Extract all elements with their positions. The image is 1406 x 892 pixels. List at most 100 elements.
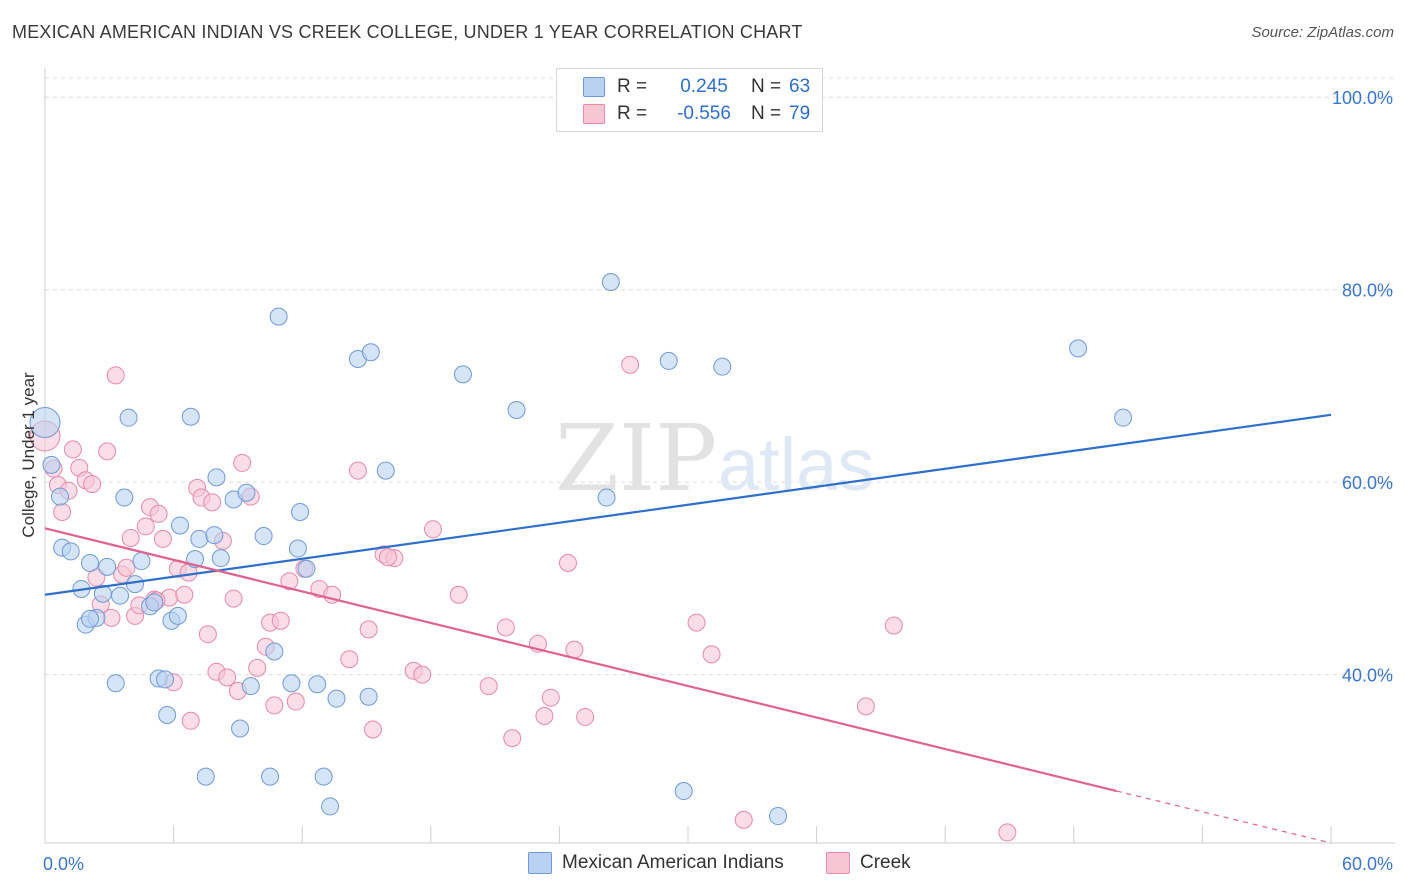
mexican-american-indian-point: [241, 677, 260, 696]
x-tick-label: 60.0%: [1342, 854, 1393, 874]
creek-point: [181, 711, 200, 730]
creek-point: [286, 692, 305, 711]
creek-point: [378, 548, 397, 567]
creek-point: [149, 504, 168, 523]
creek-point: [884, 616, 903, 635]
mexican-american-indian-point: [111, 586, 130, 605]
creek-point: [224, 589, 243, 608]
creek-point: [359, 620, 378, 639]
legend-item-mexican-american-indians: Mexican American Indians: [528, 852, 784, 874]
mexican-american-indian-point: [601, 273, 620, 291]
legend-n-label: N =: [751, 76, 782, 97]
creek-point: [503, 729, 522, 748]
series-legend: Mexican American Indians Creek: [0, 852, 1406, 876]
correlation-legend: R = 0.245 N = 63 R = -0.556 N = 79: [556, 68, 823, 132]
mexican-american-indian-point: [288, 539, 307, 558]
gridlines: [45, 77, 1395, 676]
mexican-american-indian-point: [265, 642, 284, 661]
creek-point: [98, 442, 117, 461]
mexican-american-indian-point: [308, 675, 327, 694]
mexican-american-indian-point: [674, 782, 693, 801]
creek-point: [449, 585, 468, 604]
creek-point: [102, 608, 121, 627]
mexican-american-indian-point: [1114, 408, 1133, 427]
mexican-american-indian-point: [376, 461, 395, 480]
mexican-american-indian-point: [231, 719, 250, 738]
mexican-american-indian-point: [327, 689, 346, 708]
mexican-american-indian-point: [29, 406, 61, 438]
mexican-american-indian-point: [119, 408, 138, 427]
legend-series2-label: Creek: [860, 852, 911, 873]
watermark-atlas: atlas: [718, 423, 874, 506]
creek-point: [198, 625, 217, 644]
legend-r-label: R =: [617, 103, 648, 124]
creek-point: [702, 645, 721, 664]
legend-swatch-blue: [528, 852, 552, 874]
mexican-american-indian-point: [115, 488, 134, 507]
creek-point: [348, 461, 367, 480]
creek-point: [233, 453, 252, 472]
legend-n-label: N =: [751, 103, 782, 124]
legend-swatch-pink: [583, 104, 605, 124]
legend-r-value: -0.556: [677, 103, 731, 124]
mexican-american-indian-point: [42, 455, 61, 474]
mexican-american-indian-point: [291, 502, 310, 521]
creek-point: [413, 665, 432, 684]
trend-lines: [44, 413, 1332, 844]
creek-point: [496, 618, 515, 637]
creek-point: [479, 677, 498, 696]
creek-point: [53, 502, 72, 521]
mexican-american-indian-point: [321, 797, 340, 816]
creek-point: [121, 528, 140, 547]
mexican-american-indian-point: [196, 767, 215, 786]
creek-point: [340, 650, 359, 669]
creek-point: [265, 696, 284, 715]
mexican-american-indian-point: [1069, 339, 1088, 358]
y-axis-label: College, Under 1 year: [19, 372, 38, 538]
mexican-american-indian-point: [205, 526, 224, 545]
legend-r-value: 0.245: [680, 76, 728, 97]
axes: [44, 68, 1395, 844]
mexican-american-indian-point: [261, 767, 280, 786]
source-label: Source: ZipAtlas.com: [1251, 24, 1394, 41]
mexican-american-indian-point: [269, 307, 288, 326]
legend-row-blue: R = 0.245 N = 63: [557, 74, 810, 100]
creek-point: [175, 585, 194, 604]
mexican-american-indian-point: [314, 767, 333, 786]
creek-point: [998, 823, 1017, 842]
legend-swatch-blue: [583, 77, 605, 97]
mexican-american-indian-point: [126, 575, 145, 594]
mexican-american-indian-point: [207, 468, 226, 487]
mexican-american-indian-point: [507, 400, 526, 419]
creek-point: [576, 707, 595, 726]
pink-trend-extension: [1116, 790, 1332, 844]
mexican-american-indian-point: [181, 407, 200, 426]
creek-point: [248, 658, 267, 677]
creek-point: [734, 810, 753, 829]
x-tick-label: 0.0%: [43, 854, 84, 874]
mexican-american-indian-point: [145, 593, 164, 612]
creek-point: [63, 440, 82, 459]
mexican-american-indian-points: [29, 273, 1133, 826]
mexican-american-indian-point: [51, 487, 70, 506]
mexican-american-indian-point: [359, 687, 378, 706]
mexican-american-indian-point: [156, 670, 175, 689]
mexican-american-indian-point: [597, 488, 616, 507]
creek-point: [271, 611, 290, 630]
mexican-american-indian-point: [659, 351, 678, 370]
creek-point: [117, 558, 136, 577]
legend-swatch-pink: [826, 852, 850, 874]
mexican-american-indian-point: [98, 557, 117, 576]
creek-point: [280, 572, 299, 591]
mexican-american-indian-point: [282, 674, 301, 693]
mexican-american-indian-point: [297, 559, 316, 578]
y-tick-label: 100.0%: [1332, 88, 1393, 108]
mexican-american-indian-point: [211, 549, 230, 568]
y-tick-label: 60.0%: [1342, 473, 1393, 493]
creek-point: [856, 697, 875, 716]
legend-r-label: R =: [617, 76, 648, 97]
creek-point: [621, 355, 640, 374]
mexican-american-indian-point: [81, 609, 100, 628]
creek-point: [153, 529, 172, 548]
